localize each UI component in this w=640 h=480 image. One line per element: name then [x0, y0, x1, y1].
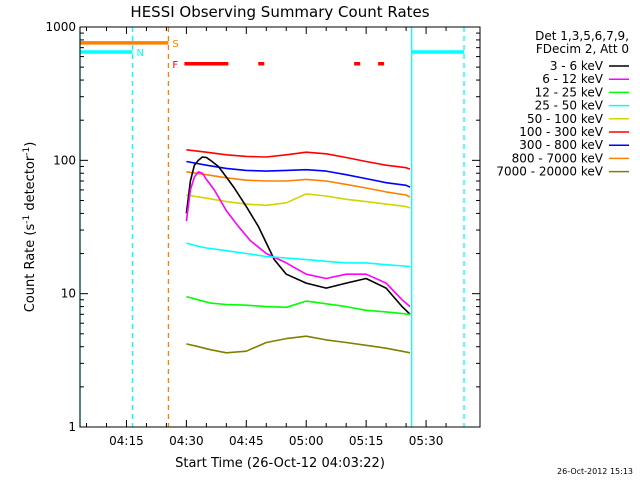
x-tick-label-4: 05:15: [349, 434, 384, 448]
y-tick-label-1: 10: [61, 287, 76, 301]
orbit-markers: N SF: [80, 39, 465, 71]
legend-header-line-2: FDecim 2, Att 0: [536, 42, 629, 56]
y-tick-label-0: 1: [68, 420, 76, 434]
plot-frame: [79, 26, 481, 428]
legend-label-7: 800 - 7000 keV: [512, 151, 604, 165]
y-axis-label-end: ): [23, 142, 38, 147]
legend-label-5: 100 - 300 keV: [519, 125, 603, 139]
series-layer: [185, 149, 411, 354]
y-axis: 1 10 100 1000: [45, 20, 480, 434]
legend-label-0: 3 - 6 keV: [550, 59, 604, 73]
x-axis: 04:15 04:30 04:45 05:00 05:15 05:30: [86, 27, 447, 448]
series-line-7: [186, 295, 411, 316]
orbit-letter-s: S: [172, 39, 178, 50]
legend: Det 1,3,5,6,7,9, FDecim 2, Att 0 3 - 6 k…: [496, 29, 629, 179]
y-axis-label-sup1: -1: [22, 215, 32, 224]
legend-label-6: 300 - 800 keV: [519, 138, 603, 152]
y-tick-label-3: 1000: [45, 20, 76, 34]
legend-label-3: 25 - 50 keV: [535, 99, 604, 113]
legend-label-8: 7000 - 20000 keV: [496, 165, 603, 179]
series-line-0: [186, 149, 411, 170]
series-line-4: [185, 156, 411, 315]
flare-letter: F: [172, 60, 178, 71]
legend-label-1: 6 - 12 keV: [542, 72, 604, 86]
plot-lines: [79, 27, 465, 427]
x-axis-label: Start Time (26-Oct-12 04:03:22): [175, 456, 385, 471]
y-axis-label-mid: detector: [23, 155, 38, 215]
legend-header-line-1: Det 1,3,5,6,7,9,: [535, 29, 629, 43]
series-line-5: [185, 171, 411, 308]
legend-label-2: 12 - 25 keV: [535, 85, 604, 99]
x-tick-label-1: 04:30: [169, 434, 204, 448]
orbit-letter-n: N: [136, 48, 143, 59]
series-line-1: [186, 160, 411, 188]
y-tick-label-2: 100: [53, 153, 76, 167]
x-tick-label-5: 05:30: [409, 434, 444, 448]
series-line-8: [186, 335, 411, 354]
legend-label-4: 50 - 100 keV: [527, 112, 604, 126]
footer-timestamp: 26-Oct-2012 15:13: [557, 467, 633, 476]
x-tick-label-0: 04:15: [109, 434, 144, 448]
y-axis-label-sup2: -1: [22, 147, 32, 156]
y-axis-label-main: Count Rate (s: [23, 224, 38, 313]
chart-title: HESSI Observing Summary Count Rates: [130, 3, 429, 21]
series-line-3: [186, 193, 411, 209]
x-tick-label-2: 04:45: [229, 434, 264, 448]
x-tick-label-3: 05:00: [289, 434, 324, 448]
series-line-2: [186, 171, 411, 198]
y-axis-label: Count Rate (s-1 detector-1): [22, 142, 38, 313]
series-line-6: [186, 242, 411, 268]
